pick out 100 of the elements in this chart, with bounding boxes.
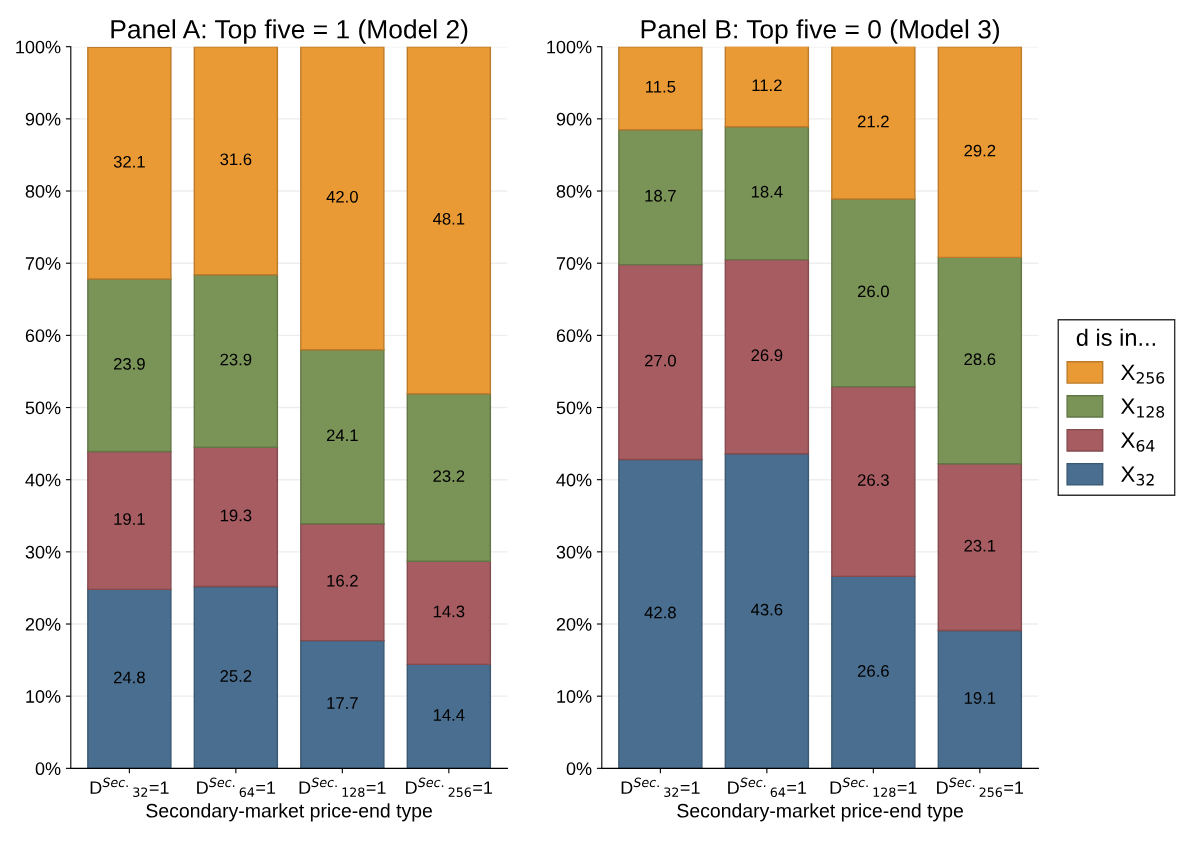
data-label: 24.8 [113, 671, 145, 684]
y-tick-label: 10% [26, 690, 61, 703]
y-tick-label: 90% [556, 112, 592, 126]
bar [831, 385, 916, 578]
data-label: 16.2 [327, 574, 358, 587]
bar [618, 458, 703, 769]
bar [87, 588, 172, 769]
data-label: 26.3 [857, 474, 889, 486]
y-tick-label: 100% [547, 40, 592, 54]
chart-title: Panel B: Top five = 0 (Model 3) [641, 19, 1000, 44]
bar [87, 46, 172, 280]
data-label: 25.2 [220, 670, 252, 682]
bar [300, 349, 385, 525]
data-label: 18.4 [751, 185, 783, 198]
x-tick-label: D$^{Sec.}$$_{128}$=1 [299, 777, 386, 797]
bar [831, 575, 916, 769]
bar [937, 629, 1023, 769]
data-label: 14.4 [433, 709, 465, 721]
y-tick-label: 50% [556, 401, 592, 415]
legend-label: X$_{32}$ [1120, 466, 1154, 486]
bar [193, 585, 279, 769]
bar [937, 256, 1023, 465]
y-tick-label: 70% [25, 257, 61, 270]
bar [937, 463, 1023, 632]
data-label: 31.6 [220, 153, 252, 166]
y-tick-label: 60% [25, 329, 61, 343]
data-label: 28.6 [964, 353, 996, 366]
y-tick-label: 80% [556, 184, 592, 198]
bar [618, 263, 703, 461]
data-label: 23.2 [433, 470, 465, 482]
data-label: 19.1 [964, 692, 996, 704]
legend-label: X$_{128}$ [1120, 398, 1165, 418]
y-tick-label: 100% [16, 40, 61, 54]
y-tick-label: 40% [556, 473, 592, 487]
data-label: 23.9 [220, 353, 252, 366]
data-label: 17.7 [327, 697, 358, 709]
y-tick-label: 0% [566, 762, 592, 776]
bar [406, 560, 492, 666]
bar [618, 46, 703, 131]
y-tick-label: 50% [25, 401, 61, 415]
bar [193, 446, 279, 588]
data-label: 29.2 [964, 144, 996, 157]
chart-title: Panel A: Top five = 1 (Model 2) [111, 19, 468, 44]
x-tick-label: D$^{Sec.}$$_{256}$=1 [406, 777, 493, 797]
data-label: 48.1 [433, 212, 465, 225]
bar [300, 639, 385, 769]
legend-label: X$_{64}$ [1120, 432, 1155, 452]
data-label: 18.7 [645, 189, 676, 202]
data-label: 42.8 [644, 606, 676, 619]
data-label: 23.1 [964, 539, 996, 552]
x-axis-title: Secondary-market price-end type [146, 803, 432, 822]
data-label: 27.0 [644, 354, 676, 367]
y-tick-label: 60% [556, 329, 592, 343]
bar [300, 46, 385, 351]
x-tick-label: D$^{Sec.}$$_{64}$=1 [728, 777, 807, 797]
x-tick-label: D$^{Sec.}$$_{256}$=1 [937, 777, 1024, 797]
y-tick-label: 90% [25, 112, 61, 126]
data-label: 43.6 [751, 603, 783, 616]
y-tick-label: 30% [25, 545, 61, 559]
y-tick-label: 10% [557, 690, 592, 703]
y-tick-label: 20% [25, 617, 61, 631]
bar [406, 663, 492, 769]
bar [406, 393, 492, 562]
y-tick-label: 30% [556, 545, 592, 559]
bar [87, 278, 172, 453]
data-label: 23.9 [113, 357, 145, 370]
y-tick-label: 70% [556, 257, 592, 270]
legend-title: d is in... [1076, 328, 1155, 346]
data-label: 32.1 [113, 155, 145, 168]
x-tick-label: D$^{Sec.}$$_{64}$=1 [197, 777, 276, 797]
data-label: 26.6 [857, 665, 889, 677]
bar [831, 46, 916, 200]
y-tick-label: 0% [35, 762, 61, 776]
x-axis-title: Secondary-market price-end type [677, 803, 963, 822]
data-label: 11.5 [646, 81, 676, 93]
data-label: 21.2 [857, 115, 889, 128]
bar [724, 46, 810, 128]
y-tick-label: 20% [556, 617, 592, 631]
bar [937, 46, 1023, 259]
x-tick-label: D$^{Sec.}$$_{32}$=1 [90, 777, 169, 797]
bar [831, 198, 916, 388]
x-tick-label: D$^{Sec.}$$_{128}$=1 [830, 777, 917, 797]
data-label: 42.0 [326, 190, 358, 203]
bar [724, 126, 810, 261]
data-label: 26.0 [857, 285, 889, 298]
x-tick-label: D$^{Sec.}$$_{32}$=1 [621, 777, 700, 797]
data-label: 19.1 [114, 513, 145, 525]
data-label: 26.9 [751, 349, 783, 362]
y-tick-label: 40% [25, 473, 61, 487]
bar [724, 453, 810, 769]
bar [300, 523, 385, 642]
bar [724, 258, 810, 455]
bar [618, 128, 703, 266]
legend-label: X$_{256}$ [1120, 364, 1165, 384]
bar [406, 46, 492, 395]
data-label: 11.2 [752, 79, 782, 92]
data-label: 24.1 [326, 429, 358, 442]
bar [87, 450, 172, 591]
bar [193, 46, 279, 276]
bar [193, 274, 279, 448]
